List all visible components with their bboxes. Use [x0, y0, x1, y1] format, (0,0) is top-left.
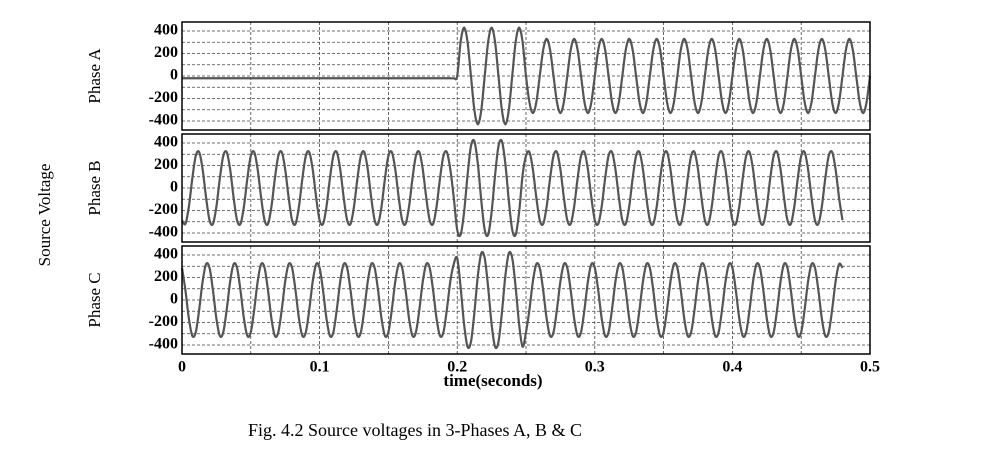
- y-tick-label: -400: [149, 224, 178, 241]
- y-tick-label: -400: [149, 112, 178, 129]
- y-tick-label: -200: [149, 201, 178, 218]
- x-tick-label: 0: [178, 359, 186, 376]
- y-tick-label: 400: [154, 22, 178, 39]
- x-tick-label: 0.5: [860, 359, 880, 376]
- panel-label: Phase C: [85, 272, 104, 327]
- panel-label: Phase A: [85, 48, 104, 104]
- panel-frame: [181, 245, 871, 355]
- y-tick-label: 0: [170, 291, 178, 308]
- x-tick-label: 0.4: [722, 359, 742, 376]
- y-tick-label: 400: [154, 134, 178, 151]
- panel-label: Phase B: [85, 160, 104, 215]
- signal-line: [181, 138, 844, 238]
- x-tick-label: 0.2: [447, 359, 467, 376]
- y-tick-label: 200: [154, 44, 178, 61]
- x-tick-label: 0.1: [310, 359, 330, 376]
- y-tick-label: -200: [149, 313, 178, 330]
- panel-frame: [181, 21, 871, 131]
- y-tick-label: 0: [170, 67, 178, 84]
- signal-line: [182, 26, 872, 126]
- y-axis-title: Source Voltage: [35, 164, 54, 267]
- y-tick-label: -400: [149, 336, 178, 353]
- x-axis-title: time(seconds): [443, 371, 542, 390]
- y-tick-label: -200: [149, 89, 178, 106]
- y-tick-label: 200: [154, 156, 178, 173]
- y-tick-label: 400: [154, 246, 178, 263]
- y-tick-label: 0: [170, 179, 178, 196]
- caption: Fig. 4.2 Source voltages in 3-Phases A, …: [248, 420, 582, 440]
- x-tick-label: 0.3: [585, 359, 605, 376]
- signal-line: [180, 250, 844, 350]
- panel-frame: [181, 133, 871, 243]
- y-tick-label: 200: [154, 268, 178, 285]
